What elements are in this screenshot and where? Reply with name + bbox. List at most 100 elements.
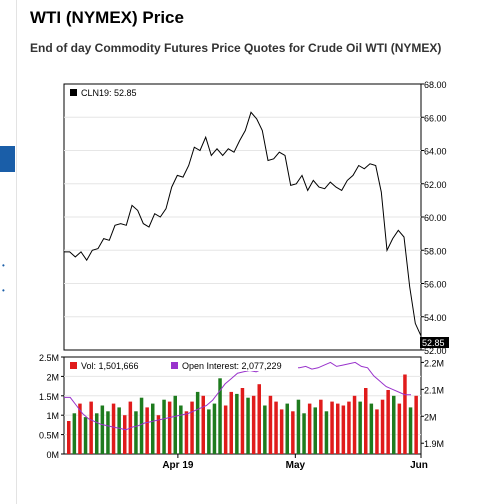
price-y-tick-label: 66.00 [424, 113, 447, 123]
volume-y-tick-label: 2M [46, 372, 59, 382]
volume-bar [341, 405, 346, 454]
price-y-tick-label: 54.00 [424, 313, 447, 323]
volume-bar [235, 393, 239, 454]
volume-bar [414, 395, 418, 454]
volume-legend-label: Vol: 1,501,666 [81, 361, 139, 371]
volume-bars [67, 374, 418, 454]
volume-bar [223, 405, 228, 454]
volume-bar [257, 384, 261, 454]
left-sidebar-rule [16, 0, 17, 504]
sidebar-marker-icon: • [2, 286, 5, 295]
volume-bar [117, 407, 121, 454]
volume-bar [380, 399, 385, 454]
volume-bar [369, 403, 374, 454]
volume-bar [218, 378, 222, 454]
volume-y-tick-label: 0.5M [39, 431, 59, 441]
volume-bar [319, 399, 323, 454]
volume-bar [83, 417, 88, 454]
volume-bar [251, 395, 256, 454]
last-price-label: 52.85 [422, 338, 445, 348]
price-y-tick-label: 52.00 [424, 346, 447, 356]
open-interest-legend-box [168, 360, 298, 371]
volume-bar [229, 391, 233, 454]
volume-bar [134, 411, 138, 454]
open-interest-tick-label: 2.1M [424, 385, 444, 395]
volume-bar [139, 397, 144, 454]
volume-bar [145, 407, 149, 454]
volume-bar [201, 395, 205, 454]
volume-bar [364, 388, 368, 454]
volume-bar [212, 403, 217, 454]
price-y-tick-label: 58.00 [424, 246, 447, 256]
volume-bar [403, 374, 407, 454]
price-y-axis: 68.00 66.00 64.00 62.00 60.00 58.00 56.00 54.00… [421, 80, 447, 356]
open-interest-tick-label: 2M [424, 412, 437, 422]
volume-bar [279, 409, 284, 454]
volume-y-tick-label: 1M [46, 411, 59, 421]
volume-bar [100, 405, 105, 454]
volume-bar [190, 401, 194, 454]
volume-bar [268, 395, 273, 454]
sidebar-tab[interactable] [0, 146, 15, 172]
open-interest-tick-label: 1.9M [424, 439, 444, 449]
price-y-tick-label: 68.00 [424, 80, 447, 90]
volume-bar [347, 401, 351, 454]
volume-bar [291, 411, 295, 454]
price-y-tick-label: 64.00 [424, 147, 447, 157]
volume-bar [285, 403, 289, 454]
price-legend-swatch [70, 89, 77, 96]
page-title: WTI (NYMEX) Price [30, 8, 184, 27]
volume-bar [392, 395, 396, 454]
volume-legend-box [67, 360, 150, 371]
volume-bar [184, 411, 189, 454]
volume-bar [375, 409, 379, 454]
last-price-badge [420, 337, 449, 348]
volume-bar [274, 401, 278, 454]
volume-bar [296, 399, 301, 454]
price-y-tick-label: 62.00 [424, 180, 447, 190]
volume-bar [111, 403, 116, 454]
volume-bar [263, 405, 267, 454]
volume-legend-swatch [70, 362, 77, 369]
open-interest-tick-label: 2.2M [424, 358, 444, 368]
open-interest-legend-swatch [171, 362, 178, 369]
volume-bar [106, 411, 110, 454]
volume-y-tick-label: 0M [46, 450, 59, 460]
volume-bar [352, 395, 357, 454]
x-tick-label: Jun [410, 460, 428, 471]
volume-bar [67, 421, 71, 454]
volume-bar [246, 397, 250, 454]
page-subtitle: End of day Commodity Futures Price Quote… [30, 41, 442, 55]
volume-bar [89, 401, 93, 454]
x-tick-label: Apr 19 [162, 460, 194, 471]
volume-bar [95, 413, 99, 454]
price-legend-box [66, 87, 148, 99]
volume-bar [330, 401, 334, 454]
volume-bar [358, 401, 362, 454]
x-tick-label: May [286, 460, 306, 471]
volume-bar [167, 401, 172, 454]
volume-bar [397, 403, 402, 454]
volume-bar [179, 405, 183, 454]
price-series-line [64, 111, 422, 337]
volume-left-axis: 2.5M 2M 1.5M 1M 0.5M 0M [39, 353, 64, 460]
volume-bar [336, 403, 340, 454]
volume-bar [156, 415, 161, 454]
date-x-axis: Apr 19 May Jun [162, 454, 428, 471]
volume-bar [123, 415, 127, 454]
price-gridlines [64, 116, 421, 318]
volume-bar [302, 413, 306, 454]
volume-y-tick-label: 1.5M [39, 392, 59, 402]
volume-bar [207, 409, 211, 454]
volume-bar [324, 411, 329, 454]
volume-bar [408, 407, 413, 454]
volume-bar [240, 388, 245, 454]
volume-bar [78, 403, 82, 454]
volume-bar [307, 403, 312, 454]
open-interest-right-axis: 2.2M 2.1M 2M 1.9M [421, 358, 444, 449]
volume-bar [162, 399, 166, 454]
volume-bar [313, 407, 317, 454]
open-interest-legend-label: Open Interest: 2,077,229 [182, 361, 282, 371]
price-y-tick-label: 60.00 [424, 213, 447, 223]
